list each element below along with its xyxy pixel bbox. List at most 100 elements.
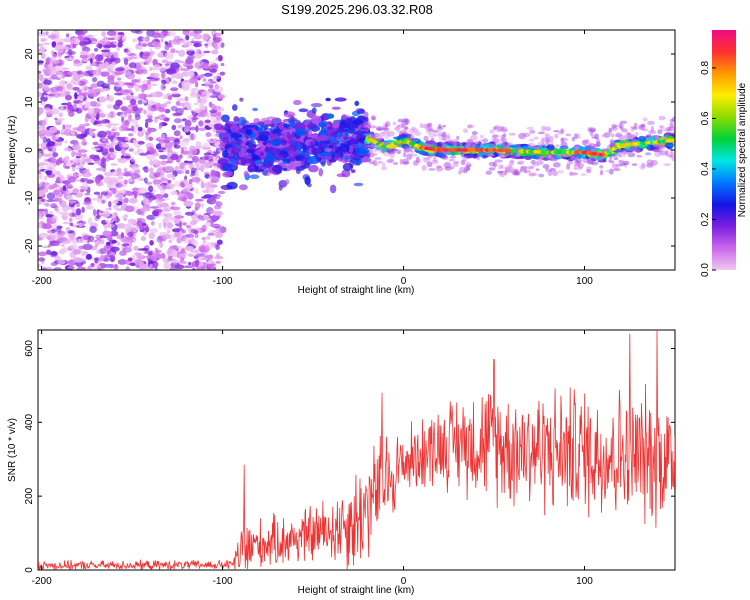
spectrogram-cell	[552, 162, 561, 168]
spectrogram-cell	[464, 166, 471, 171]
spectrogram-cell	[107, 37, 116, 41]
spectrogram-cell	[516, 153, 521, 157]
spectrogram-cell	[130, 166, 139, 171]
spectrogram-cell	[645, 134, 652, 140]
spectrogram-cell	[185, 57, 194, 64]
spectrogram-cell	[170, 87, 179, 92]
spectrogram-cell	[502, 145, 507, 149]
spectrogram-cell	[49, 210, 54, 215]
spectrogram-cell	[154, 247, 159, 254]
spectrogram-cell	[209, 64, 217, 69]
spectrogram-cell	[141, 54, 149, 60]
spectrogram-cell	[508, 166, 515, 174]
spectrogram-cell	[168, 183, 172, 186]
spectrogram-cell	[55, 66, 60, 74]
spectrogram-cell	[524, 155, 532, 160]
spectrogram-cell	[74, 92, 78, 100]
spectrogram-cell	[191, 117, 199, 120]
spectrogram-cell	[144, 118, 153, 123]
spectrogram-cell	[151, 32, 161, 39]
spectrogram-cell	[494, 124, 500, 130]
spectrogram-cell	[195, 198, 204, 202]
spectrogram-cell	[63, 70, 67, 76]
spectrogram-cell	[80, 158, 85, 161]
spectrogram-cell	[105, 207, 110, 211]
spectrogram-cell	[186, 71, 195, 77]
spectrogram-cell	[173, 210, 182, 217]
spectrogram-cell	[101, 88, 110, 92]
spectrogram-cell	[38, 216, 44, 220]
spectrogram-cell	[608, 127, 612, 134]
spectrogram-cell	[112, 137, 119, 144]
spectrogram-cell	[129, 56, 137, 60]
spectrogram-cell	[80, 166, 85, 169]
spectrogram-cell	[220, 125, 228, 130]
spectrogram-cell	[104, 60, 109, 68]
spectrogram-cell	[213, 32, 222, 37]
spectrogram-cell	[78, 222, 83, 228]
spectrogram-cell	[428, 167, 436, 171]
spectrogram-cell	[216, 195, 221, 199]
spectrogram-cell	[229, 158, 236, 165]
spectrogram-cell	[488, 167, 496, 171]
spectrogram-cell	[127, 231, 134, 238]
spectrogram-cell	[336, 131, 343, 139]
spectrogram-cell	[158, 122, 163, 129]
spectrogram-cell	[134, 114, 141, 121]
spectrogram-cell	[378, 148, 383, 154]
spectrogram-cell	[185, 224, 192, 229]
spectrogram-cell	[38, 213, 42, 218]
spectrogram-cell	[137, 126, 143, 132]
spectrogram-cell	[601, 134, 606, 138]
spectrogram-cell	[634, 131, 639, 137]
spectrogram-cell	[179, 140, 189, 146]
spectrogram-cell	[571, 136, 576, 142]
spectrogram-cell	[143, 109, 147, 115]
spectrogram-cell	[109, 153, 117, 159]
spectrogram-cell	[69, 201, 74, 205]
spectrogram-cell	[44, 203, 50, 207]
spectrogram-cell	[131, 157, 135, 163]
spectrogram-cell	[54, 197, 60, 202]
spectrogram-cell	[441, 155, 449, 160]
spectrogram-cell	[180, 182, 185, 188]
spectrogram-cell	[451, 150, 455, 156]
spectrogram-cell	[204, 43, 208, 47]
spectrogram-cell	[151, 41, 161, 47]
spectrogram-cell	[509, 160, 514, 167]
spectrogram-cell	[89, 116, 96, 124]
spectrogram-cell	[142, 99, 148, 104]
spectrogram-cell	[502, 133, 507, 137]
spectrogram-cell	[148, 232, 155, 240]
spectrogram-cell	[282, 167, 288, 171]
spectrogram-cell	[471, 131, 478, 136]
spectrogram-cell	[161, 79, 167, 85]
spectrogram-cell	[38, 70, 42, 74]
spectrogram-cell	[217, 190, 226, 195]
spectrogram-cell	[519, 156, 526, 159]
spectrogram-cell	[544, 126, 551, 131]
spectrogram-cell	[40, 252, 47, 255]
spectrogram-cell	[326, 113, 335, 119]
spectrogram-cell	[61, 243, 65, 247]
spectrogram-cell	[58, 197, 63, 204]
spectrogram-cell	[159, 173, 165, 180]
spectrogram-cell	[64, 94, 72, 101]
spectrogram-cell	[278, 184, 283, 191]
spectrogram-cell	[161, 72, 166, 79]
spectrogram-cell	[217, 55, 223, 62]
spectrogram-cell	[170, 48, 176, 54]
spectrogram-cell	[178, 49, 186, 57]
spectrogram-cell	[652, 143, 658, 148]
spectrogram-cell	[430, 137, 435, 143]
spectrogram-cell	[357, 143, 365, 148]
spectrogram-cell	[199, 265, 205, 270]
spectrogram-cell	[43, 107, 51, 111]
spectrogram-cell	[132, 139, 137, 146]
spectrogram-cell	[544, 133, 550, 138]
spectrogram-cell	[125, 50, 132, 56]
spectrogram-cell	[254, 159, 263, 165]
spectrogram-cell	[132, 187, 139, 195]
spectrogram-cell	[410, 126, 416, 130]
spectrogram-cell	[210, 169, 216, 175]
